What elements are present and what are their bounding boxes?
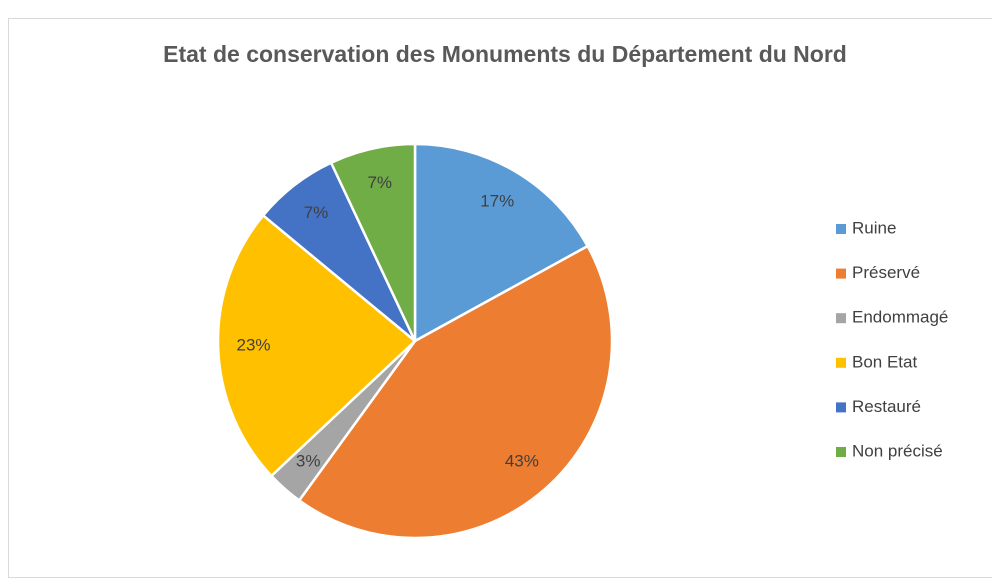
- pie-slice: [329, 142, 417, 342]
- page: Etat de conservation des Monuments du Dé…: [8, 18, 992, 578]
- pie-slice: [413, 142, 590, 344]
- legend-swatch: [836, 224, 846, 234]
- data-label: 17%: [480, 191, 514, 210]
- legend-swatch: [836, 447, 846, 457]
- data-label: 23%: [237, 336, 271, 355]
- data-label: 43%: [505, 452, 539, 471]
- chart-title: Etat de conservation des Monuments du Dé…: [163, 41, 847, 67]
- data-label: 3%: [296, 452, 321, 471]
- data-label: 7%: [304, 203, 329, 222]
- legend-swatch: [836, 357, 846, 368]
- legend-label: Endommagé: [852, 308, 948, 327]
- legend-label: Préservé: [852, 263, 920, 282]
- pie-slice: [297, 244, 614, 540]
- data-label: 7%: [367, 173, 392, 192]
- legend-label: Restauré: [852, 397, 921, 416]
- pie-slice: [216, 213, 417, 478]
- legend-label: Ruine: [852, 218, 896, 237]
- legend-label: Bon Etat: [852, 352, 917, 371]
- legend-swatch: [836, 402, 846, 413]
- legend-label: Non précisé: [852, 441, 943, 460]
- chart: 17% 43% 3% 23% 7% 7% Ruine Préservé Endommagé Bon…: [216, 142, 948, 540]
- legend-swatch: [836, 313, 846, 324]
- legend-swatch: [836, 268, 846, 279]
